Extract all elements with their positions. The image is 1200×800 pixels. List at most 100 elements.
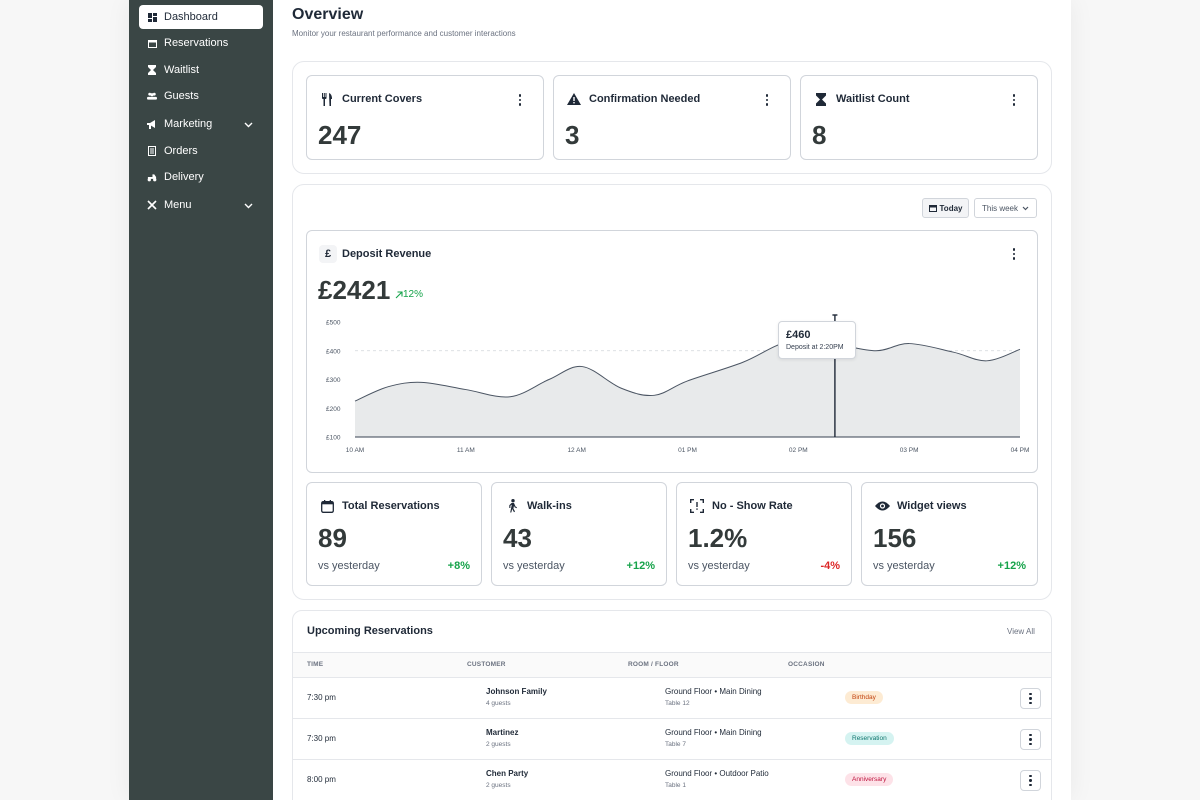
revenue-change: 12% [395,289,423,300]
card-title: Confirmation Needed [589,93,701,105]
tooltip-label: Deposit at 2:20PM [786,344,844,351]
today-label: Today [939,203,963,213]
card-value: 43 [503,523,532,553]
date-range-select[interactable]: This week [974,198,1037,218]
card-value: 89 [318,523,347,553]
section-title: Upcoming Reservations [307,625,433,637]
room-floor: Ground Floor • Main Dining [665,687,762,696]
utensils-icon [147,200,157,210]
reservation-time: 7:30 pm [307,693,336,702]
table-row[interactable]: 7:30 pm Martinez 2 guests Ground Floor •… [293,718,1051,759]
fork-knife-icon [319,91,335,107]
calendar-icon [928,204,937,212]
sidebar-item-orders[interactable]: Orders [139,139,263,163]
date-range-label: This week [981,203,1018,213]
card-title: Waitlist Count [836,93,910,105]
chart-tooltip: £460 Deposit at 2:20PM [778,321,856,359]
table-number: Table 12 [665,700,690,707]
scan-icon [689,498,705,514]
table-number: Table 1 [665,782,686,789]
sidebar-item-delivery[interactable]: Delivery [139,165,263,189]
sidebar-item-dashboard[interactable]: Dashboard [139,5,263,29]
more-options-icon[interactable] [1008,247,1020,261]
calendar-icon [319,498,335,514]
occasion-badge: Reservation [845,732,894,745]
column-header-time: TIME [307,661,324,668]
room-floor: Ground Floor • Outdoor Patio [665,769,769,778]
card-value: 1.2% [688,523,748,553]
row-actions-button[interactable] [1020,770,1041,791]
more-options-icon[interactable] [1008,93,1020,107]
table-row[interactable]: 7:30 pm Johnson Family 4 guests Ground F… [293,677,1051,718]
more-options-icon[interactable] [514,93,526,107]
arrow-up-right-icon [395,290,403,298]
occasion-badge: Birthday [845,691,883,704]
chevron-down-icon[interactable] [244,119,253,131]
hourglass-icon [147,65,157,75]
trend-delta: +12% [997,560,1026,572]
x-tick-label: 12 AM [567,447,585,454]
sidebar: Dashboard Reservations Waitlist Guests M… [129,0,273,800]
page-title: Overview [292,6,364,23]
sidebar-item-label: Orders [164,145,198,157]
card-title: Widget views [897,500,967,512]
current-covers-card: Current Covers 247 [306,75,544,160]
reservation-time: 7:30 pm [307,734,336,743]
y-tick-label: £400 [326,348,341,355]
revenue-change-value: 12% [403,289,424,300]
y-tick-label: £500 [326,320,341,327]
revenue-chart: £500 £400 £300 £200 £100 10 AM 11 AM 12 AM 01 PM… [326,314,1030,454]
comparison-label: vs yesterday [318,560,380,572]
customer-name: Chen Party [486,769,529,778]
comparison-label: vs yesterday [503,560,565,572]
view-all-link[interactable]: View All [1007,627,1035,636]
customer-name: Johnson Family [486,687,547,696]
x-tick-label: 04 PM [1011,447,1030,454]
room-floor: Ground Floor • Main Dining [665,728,762,737]
customer-name: Martinez [486,728,519,737]
card-value: 247 [318,120,362,150]
receipt-icon [147,146,157,156]
x-tick-label: 10 AM [346,447,364,454]
card-title: Total Reservations [342,500,440,512]
walking-icon [504,498,520,514]
more-options-icon [1025,692,1037,706]
x-tick-label: 01 PM [678,447,697,454]
revenue-area [355,340,1020,437]
more-options-icon[interactable] [761,93,773,107]
revenue-line [354,340,1021,402]
card-title: Walk-ins [527,500,572,512]
users-icon [147,91,157,101]
sidebar-item-label: Guests [164,90,199,102]
card-value: 8 [812,120,827,150]
sidebar-item-menu[interactable]: Menu [139,193,263,217]
chevron-down-icon [1022,206,1029,211]
sidebar-item-reservations[interactable]: Reservations [139,31,263,55]
sidebar-item-label: Delivery [164,171,204,183]
chevron-down-icon[interactable] [244,200,253,212]
reservation-time: 8:00 pm [307,775,336,784]
page-subtitle: Monitor your restaurant performance and … [292,29,516,38]
trend-delta: +12% [626,560,655,572]
table-row[interactable]: 8:00 pm Chen Party 2 guests Ground Floor… [293,759,1051,800]
sidebar-item-guests[interactable]: Guests [139,84,263,108]
megaphone-icon [147,119,157,129]
sidebar-item-label: Menu [164,199,192,211]
sidebar-item-waitlist[interactable]: Waitlist [139,58,263,82]
row-actions-button[interactable] [1020,688,1041,709]
table-header [293,652,1051,677]
delivery-icon [147,172,157,182]
eye-icon [874,498,890,514]
today-button[interactable]: Today [922,198,969,218]
tooltip-value: £460 [786,329,811,341]
dashboard-icon [147,12,157,22]
column-header-customer: CUSTOMER [467,661,506,668]
card-title: Deposit Revenue [342,248,432,260]
sidebar-item-marketing[interactable]: Marketing [139,112,263,136]
revenue-value: £2421 [318,275,391,305]
walk-ins-card: Walk-ins 43 vs yesterday +12% [491,482,667,586]
sidebar-item-label: Dashboard [164,11,218,23]
row-actions-button[interactable] [1020,729,1041,750]
guest-count: 2 guests [486,741,511,748]
no-show-rate-card: No - Show Rate 1.2% vs yesterday -4% [676,482,852,586]
